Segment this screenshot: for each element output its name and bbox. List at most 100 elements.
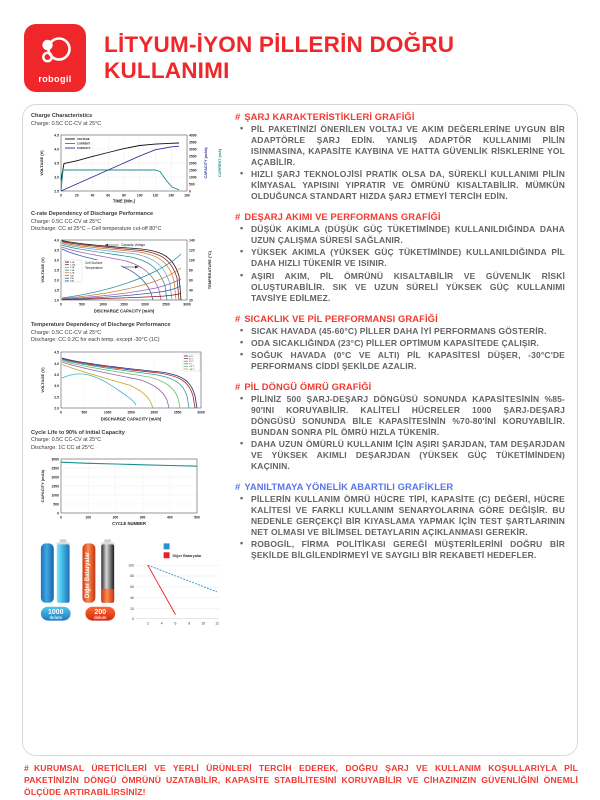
svg-text:2000: 2000: [51, 476, 59, 480]
section-sarj-karakteristikleri: #ŞARJ KARAKTERİSTİKLERİ GRAFİĞİ PİL PAKE…: [235, 111, 565, 202]
svg-text:0: 0: [60, 516, 62, 520]
svg-text:3.5: 3.5: [54, 162, 59, 166]
svg-text:160: 160: [184, 194, 190, 198]
section-sicaklik-performans: #SICAKLIK VE PİL PERFORMANSI GRAFİĞİ SIC…: [235, 313, 565, 372]
battery-comparison: 1000 dolum Diğer Bataryalar 200 dolum: [31, 533, 225, 628]
text-column: #ŞARJ KARAKTERİSTİKLERİ GRAFİĞİ PİL PAKE…: [229, 105, 577, 755]
svg-text:100: 100: [189, 259, 195, 263]
chart-c-rate-dependency: C-rate Dependency of Discharge Performan…: [31, 211, 225, 316]
svg-text:4.0: 4.0: [54, 362, 59, 366]
svg-text:1.0: 1.0: [54, 299, 59, 303]
svg-text:1000: 1000: [104, 410, 112, 414]
svg-text:120: 120: [189, 249, 195, 253]
svg-text:4: 4: [161, 622, 163, 626]
svg-text:4000: 4000: [189, 134, 197, 138]
list-item: HIZLI ŞARJ TEKNOLOJİSİ PRATİK OLSA DA, S…: [235, 168, 565, 202]
svg-text:-10°C: -10°C: [189, 366, 195, 368]
svg-text:1.45A: 1.45A: [70, 264, 76, 267]
charts-column: Charge Characteristics Charge: 0.5C CC-C…: [23, 105, 229, 755]
svg-text:4.0: 4.0: [54, 239, 59, 243]
svg-text:2.5: 2.5: [54, 269, 59, 273]
svg-text:3.0: 3.0: [54, 176, 59, 180]
battery-bad-unit: dolum: [94, 615, 107, 620]
svg-text:VOLTAGE (V): VOLTAGE (V): [39, 150, 44, 176]
svg-text:60: 60: [189, 279, 193, 283]
section-heading: # ŞARJ KARAKTERİSTİKLERİ GRAFİĞİ: [235, 111, 415, 122]
svg-text:2: 2: [147, 622, 149, 626]
svg-text:20: 20: [130, 607, 134, 611]
chart-charge-characteristics: Charge Characteristics Charge: 0.5C CC-C…: [31, 113, 225, 205]
svg-text:Temperature: Temperature: [85, 266, 103, 270]
section-heading: # DEŞARJ AKIMI VE PERFORMANS GRAFİĞİ: [235, 211, 441, 223]
svg-text:120: 120: [153, 194, 159, 198]
svg-text:1000: 1000: [51, 494, 59, 498]
svg-text:500: 500: [189, 183, 195, 187]
section-bullet-list: PİLLERİN KULLANIM ÖMRÜ HÜCRE TİPİ, KAPAS…: [235, 493, 565, 561]
svg-text:3000: 3000: [189, 148, 197, 152]
svg-text:500: 500: [194, 516, 200, 520]
svg-text:1500: 1500: [127, 410, 135, 414]
svg-text:2.5: 2.5: [54, 189, 59, 193]
chart-canvas: 4.5 4.0 3.5 3.0 2.5 2.0 0 500 1000 1500 2000 2…: [31, 348, 225, 424]
svg-text:0: 0: [132, 617, 134, 621]
svg-text:60°C: 60°C: [189, 356, 194, 358]
svg-text:80: 80: [189, 269, 193, 273]
svg-text:1.5: 1.5: [54, 289, 59, 293]
section-bullet-list: DÜŞÜK AKIMLA (DÜŞÜK GÜÇ TÜKETİMİNDE) KUL…: [235, 223, 565, 303]
svg-text:3000: 3000: [183, 303, 191, 307]
footer-note: # KURUMSAL ÜRETİCİLERİ VE YERLİ ÜRÜNLERİ …: [24, 762, 578, 799]
svg-text:1500: 1500: [189, 169, 197, 173]
svg-text:2000: 2000: [151, 410, 159, 414]
svg-text:2000: 2000: [141, 303, 149, 307]
svg-text:15A: 15A: [70, 277, 74, 280]
svg-text:-30°C: -30°C: [189, 369, 195, 371]
svg-text:4.0: 4.0: [54, 148, 59, 152]
section-bullet-list: PİL PAKETİNİZİ ÖNERİLEN VOLTAJ VE AKIM D…: [235, 123, 565, 202]
svg-text:60: 60: [130, 585, 134, 589]
list-item: ODA SICAKLIĞINDA (23°C) PİLLER OPTİMUM K…: [235, 337, 565, 349]
svg-text:25°C: 25°C: [189, 361, 194, 363]
svg-text:3.5: 3.5: [54, 373, 59, 377]
content-card: Charge Characteristics Charge: 0.5C CC-C…: [22, 104, 578, 756]
chart-title: Cycle Life to 90% of Initial Capacity: [31, 429, 125, 436]
footer-text: KURUMSAL ÜRETİCİLERİ VE YERLİ ÜRÜNLERİ T…: [24, 763, 578, 798]
svg-text:3500: 3500: [189, 141, 197, 145]
svg-text:0: 0: [60, 194, 62, 198]
svg-text:100: 100: [128, 564, 134, 568]
svg-text:200: 200: [113, 516, 119, 520]
list-item: DAHA UZUN ÖMÜRLÜ KULLANIM İÇİN AŞIRI ŞAR…: [235, 438, 565, 472]
svg-text:DISCHARGE CAPACITY (mAh): DISCHARGE CAPACITY (mAh): [94, 309, 155, 314]
svg-text:Capacity-Voltage: Capacity-Voltage: [121, 243, 145, 247]
svg-text:2500: 2500: [51, 467, 59, 471]
svg-text:1000: 1000: [189, 176, 197, 180]
svg-text:3.0: 3.0: [54, 384, 59, 388]
chart-subtitle: Charge: 0.5C CC-CV at 25°C: [31, 120, 102, 127]
chart-title: Charge Characteristics: [31, 113, 93, 119]
chart-canvas: 4.5 4.0 3.5 3.0 2.5 4000 3500 3000 2500 2000…: [31, 131, 225, 205]
svg-text:0°C: 0°C: [189, 364, 193, 366]
list-item: PİLLERİN KULLANIM ÖMRÜ HÜCRE TİPİ, KAPAS…: [235, 493, 565, 538]
chart-title: Temperature Dependency of Discharge Perf…: [31, 322, 171, 329]
list-item: SICAK HAVADA (45-60°C) PİLLER DAHA İYİ P…: [235, 325, 565, 337]
mini-chart-legend-label: Diğer Bataryalar: [173, 555, 203, 559]
logo-mark-icon: [42, 37, 71, 63]
svg-text:80: 80: [130, 575, 134, 579]
svg-text:4.5: 4.5: [54, 134, 59, 138]
svg-text:45°C: 45°C: [189, 358, 194, 360]
chart-subtitle: Charge: 0.5C CC-CV at 25°C: [31, 330, 102, 336]
section-desarj-akimi: #DEŞARJ AKIMI VE PERFORMANS GRAFİĞİ DÜŞÜ…: [235, 211, 565, 303]
svg-text:CURRENT: CURRENT: [77, 142, 90, 146]
svg-text:CAPACITY (mAh): CAPACITY (mAh): [204, 147, 208, 179]
chart-canvas: 4.0 3.5 3.0 2.5 2.0 1.5 1.0 140 120 100 80 60…: [31, 236, 225, 316]
svg-text:2500: 2500: [189, 155, 197, 159]
chart-title: C-rate Dependency of Discharge Performan…: [31, 211, 154, 217]
svg-text:VOLTAGE (V): VOLTAGE (V): [40, 257, 45, 283]
section-pil-dongu-omru: #PİL DÖNGÜ ÖMRÜ GRAFİĞİ PİLİNİZ 500 ŞARJ…: [235, 381, 565, 472]
hash-icon: #: [235, 111, 241, 122]
svg-text:1000: 1000: [99, 303, 107, 307]
svg-text:500: 500: [79, 303, 85, 307]
svg-text:3000: 3000: [51, 458, 59, 462]
svg-text:3.5: 3.5: [54, 249, 59, 253]
list-item: SOĞUK HAVADA (0°C VE ALTI) PİL KAPASİTES…: [235, 349, 565, 372]
svg-text:500: 500: [53, 503, 59, 507]
